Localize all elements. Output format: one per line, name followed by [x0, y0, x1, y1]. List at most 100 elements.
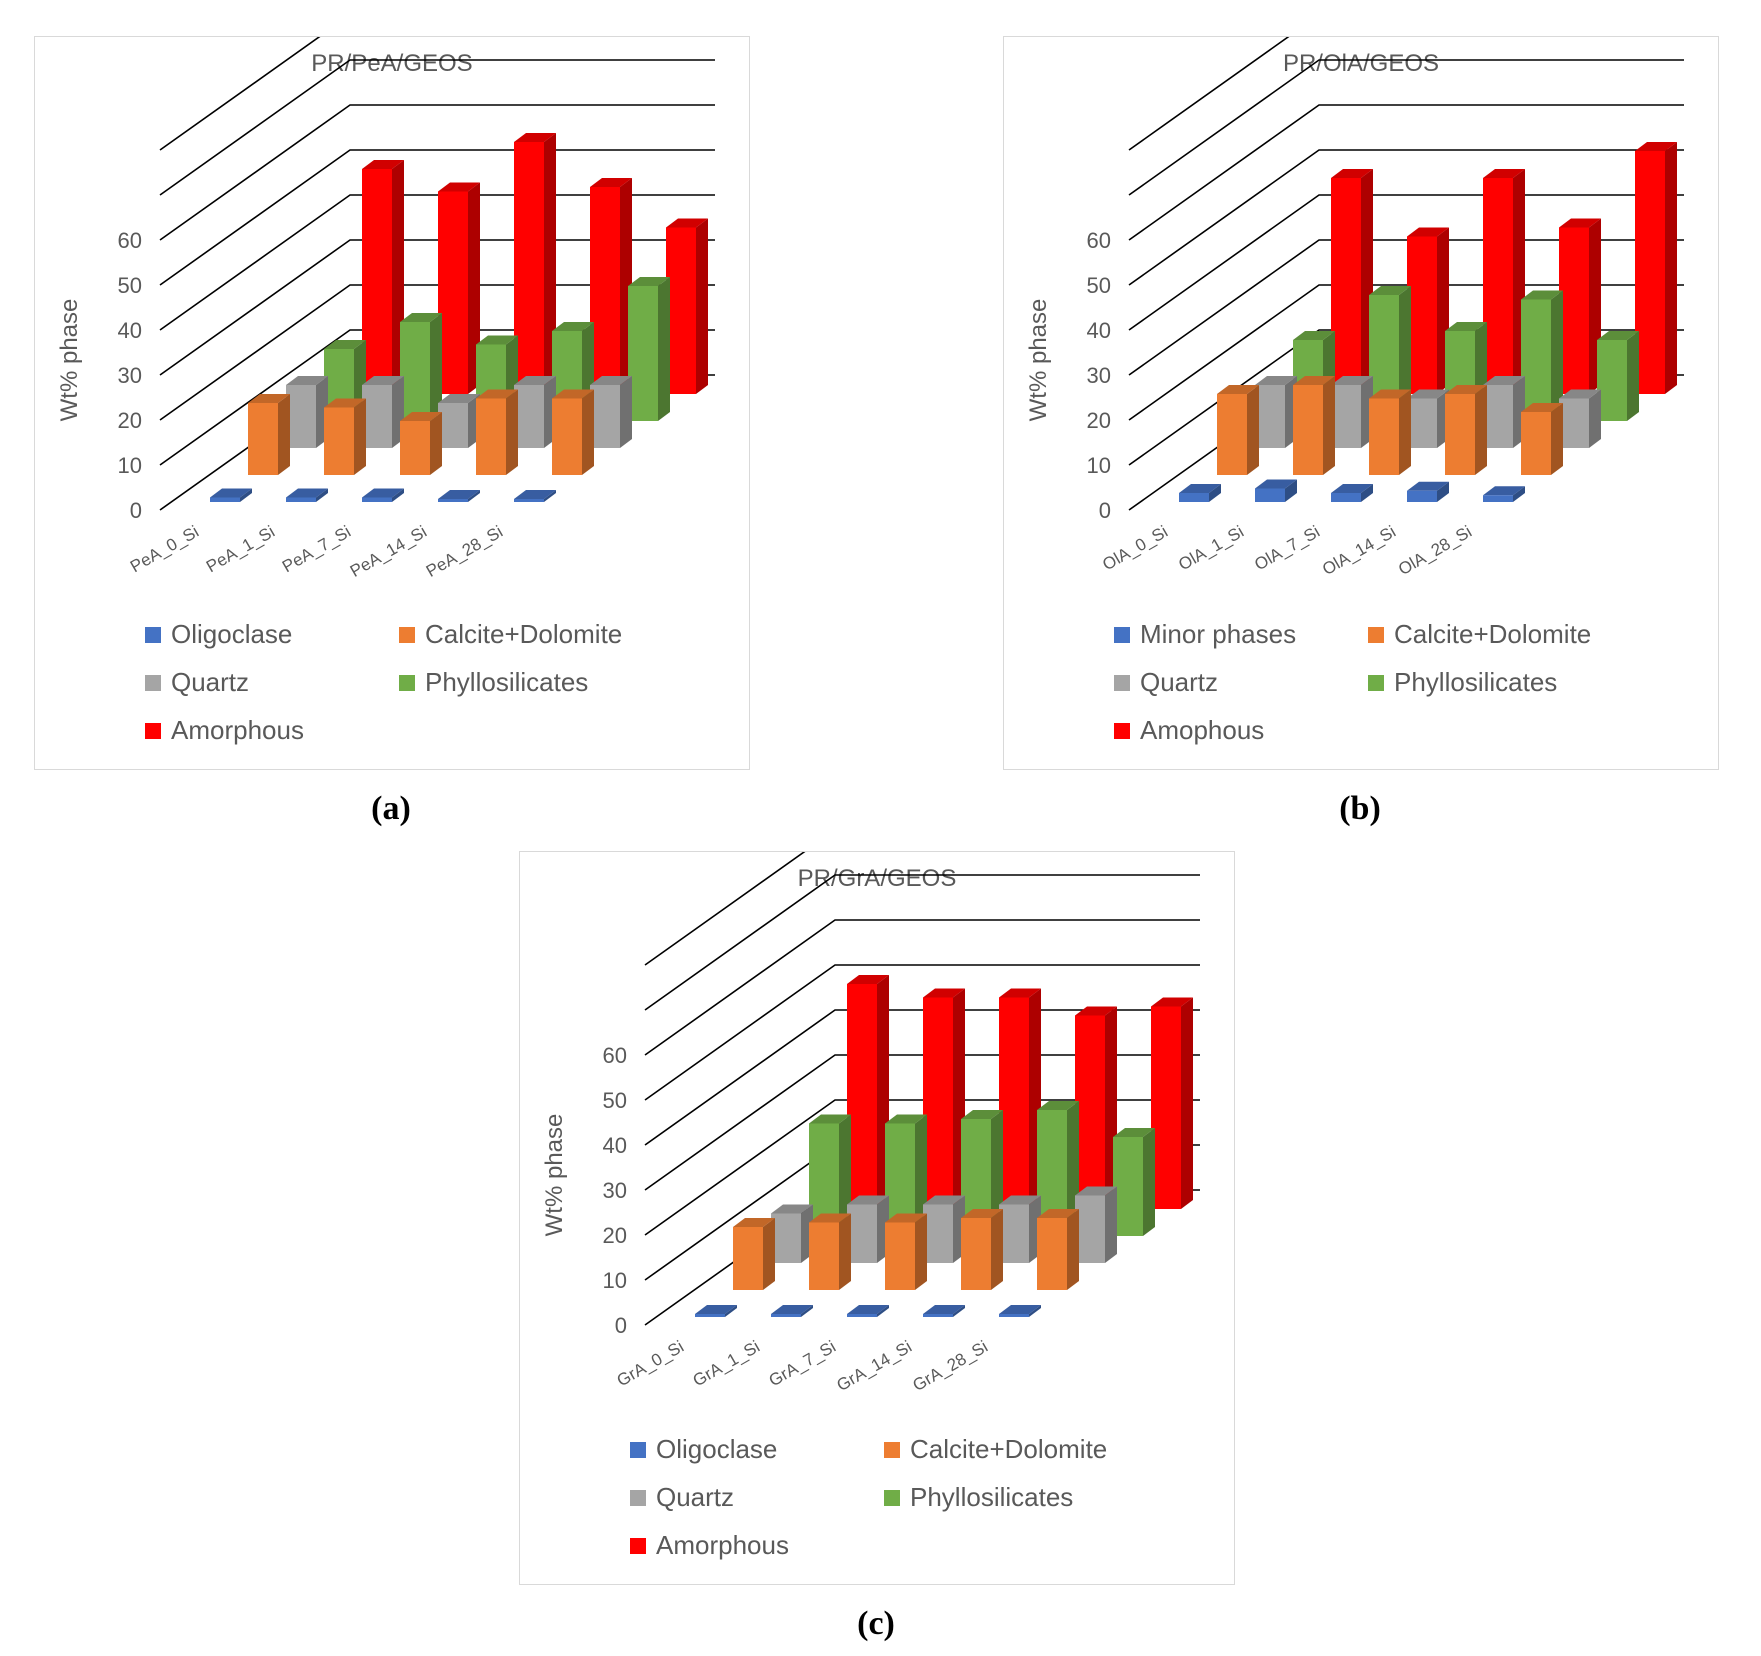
bar-front-c [771, 1213, 801, 1263]
bar-side-b [1323, 376, 1335, 475]
bar-front-b [1217, 394, 1247, 475]
bar-top-b [1635, 142, 1677, 151]
bar-front-a [438, 403, 468, 448]
bar-a-amorphous-pea-28-si [666, 218, 708, 394]
bar-a-quartz-pea-0-si [286, 376, 328, 448]
bar-top-c [809, 1213, 851, 1223]
chart-panel-c: PR/GrA/GEOS 0 10 20 30 40 50 60 Wt% phase GrA_0_S… [519, 851, 1235, 1585]
bar-top-c [885, 1213, 927, 1223]
legend-swatch-a-oligoclase [145, 627, 161, 643]
gridline-b-40 [1128, 194, 1684, 331]
gridline-a-60 [159, 104, 715, 241]
gridline-b-70 [1128, 59, 1684, 196]
bar-b-quartz-ola-14-si [1483, 376, 1525, 448]
bar-top-c [1037, 1101, 1079, 1110]
legend-a: Oligoclase Calcite+Dolomite Quartz Phyllosi… [145, 619, 622, 745]
bar-front-b [1597, 340, 1627, 421]
bar-front-c [923, 997, 953, 1209]
bar-top-a [476, 389, 518, 399]
bar-top-a [438, 394, 480, 403]
bar-a-quartz-pea-14-si [514, 376, 556, 448]
bar-front-c [809, 1222, 839, 1290]
bar-front-b [1483, 385, 1513, 448]
legend-label-c-calcite-dolomite: Calcite+Dolomite [910, 1434, 1107, 1464]
bar-top-c [733, 1218, 775, 1227]
bar-top-b [1483, 169, 1525, 178]
bar-side-b [1513, 486, 1525, 502]
bar-side-b [1399, 389, 1411, 475]
bar-top-a [248, 394, 290, 403]
bar-top-a [400, 313, 442, 322]
bar-top-b [1445, 322, 1487, 331]
bar-front-b [1179, 493, 1209, 502]
x-tick-label-b-ola-7-si: OlA_7_Si [1251, 522, 1323, 574]
bar-b-phyllosilicates-ola-14-si [1521, 290, 1563, 421]
legend-swatch-a-amorphous [145, 723, 161, 739]
legend-c: Oligoclase Calcite+Dolomite Quartz Phyllosi… [630, 1434, 1107, 1560]
bar-front-b [1331, 385, 1361, 448]
gridline-b-50 [1128, 149, 1684, 286]
bar-side-a [278, 394, 290, 475]
bar-c-amorphous-gra-28-si [1151, 997, 1193, 1209]
bar-top-c [999, 988, 1041, 998]
chart-c-svg: PR/GrA/GEOS 0 10 20 30 40 50 60 Wt% phase GrA_0_S… [541, 852, 1200, 1560]
bar-top-a [324, 340, 366, 349]
bar-side-c [725, 1305, 737, 1317]
x-tick-label-a-pea-7-si: PeA_7_Si [279, 522, 354, 576]
legend-swatch-b-calcite-dolomite [1368, 627, 1384, 643]
bar-b-quartz-ola-1-si [1331, 376, 1373, 448]
bar-front-c [999, 1314, 1029, 1317]
bar-side-a [354, 398, 366, 475]
y-tick-label-b-0: 0 [1099, 498, 1111, 523]
bar-c-amorphous-gra-14-si [1075, 1006, 1117, 1209]
legend-label-a-calcite-dolomite: Calcite+Dolomite [425, 619, 622, 649]
bar-front-b [1483, 495, 1513, 502]
bar-side-b [1551, 290, 1563, 421]
bars-a [210, 133, 708, 502]
bar-side-c [1067, 1209, 1079, 1290]
bar-side-c [839, 1213, 851, 1290]
bar-front-a [552, 398, 582, 475]
y-tick-label-b-60: 60 [1087, 228, 1111, 253]
bar-side-c [1143, 1128, 1155, 1236]
bar-b-amophous-ola-28-si [1635, 142, 1677, 394]
bar-front-b [1445, 394, 1475, 475]
bar-side-b [1437, 481, 1449, 502]
y-tick-label-a-50: 50 [118, 273, 142, 298]
bar-a-amorphous-pea-0-si [362, 160, 404, 394]
bar-b-quartz-ola-0-si [1255, 376, 1297, 448]
gridlines-a [159, 37, 715, 511]
x-tick-label-b-ola-28-si: OlA_28_Si [1395, 522, 1475, 579]
y-axis-label-b: Wt% phase [1025, 299, 1052, 422]
bar-top-a [400, 412, 442, 421]
bar-front-a [438, 191, 468, 394]
bar-top-a [362, 376, 404, 385]
bar-side-a [658, 277, 670, 421]
bar-top-c [1075, 1006, 1117, 1016]
bar-top-a [666, 218, 708, 228]
bar-top-c [999, 1305, 1041, 1314]
bar-side-b [1589, 389, 1601, 448]
bar-top-c [847, 1305, 889, 1314]
bar-top-c [847, 975, 889, 984]
bar-front-c [695, 1314, 725, 1317]
bar-top-b [1255, 479, 1297, 489]
bar-c-calcite-dolomite-gra-28-si [1037, 1209, 1079, 1290]
bar-top-b [1407, 481, 1449, 491]
bar-top-c [847, 1195, 889, 1205]
bar-c-oligoclase-gra-0-si [695, 1305, 737, 1317]
bar-b-amophous-ola-1-si [1407, 227, 1449, 394]
chart-panel-b: PR/OlA/GEOS 0 10 20 30 40 50 60 Wt% phase OlA_0_S… [1003, 36, 1719, 770]
legend-swatch-b-amophous [1114, 723, 1130, 739]
bar-b-phyllosilicates-ola-28-si [1597, 331, 1639, 421]
bar-side-b [1627, 331, 1639, 421]
chart-panel-a: PR/PeA/GEOS 0 10 20 30 40 50 60 Wt% phase PeA_0_S… [34, 36, 750, 770]
bar-top-a [628, 277, 670, 286]
bar-front-b [1559, 398, 1589, 448]
bar-front-b [1635, 151, 1665, 394]
bar-top-b [1255, 376, 1297, 385]
y-tick-label-c-20: 20 [603, 1223, 627, 1248]
bar-top-c [923, 1305, 965, 1314]
bar-front-b [1369, 398, 1399, 475]
bar-front-c [923, 1204, 953, 1263]
